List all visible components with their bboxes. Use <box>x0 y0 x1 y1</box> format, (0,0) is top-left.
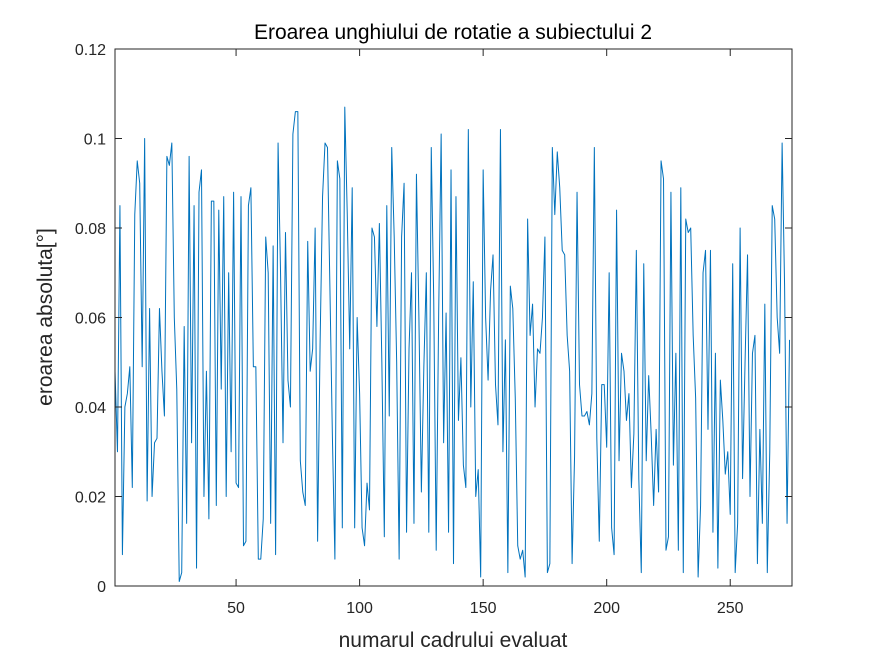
y-tick-label: 0.06 <box>75 311 106 328</box>
y-tick-label: 0.1 <box>84 132 106 149</box>
x-axis-label: numarul cadrului evaluat <box>339 629 568 652</box>
y-tick-label: 0.12 <box>75 42 106 59</box>
y-tick-label: 0.04 <box>75 400 106 417</box>
y-axis: 0 0.02 0.04 0.06 0.08 0.1 0.12 <box>75 42 792 596</box>
y-axis-label: eroarea absoluta[°] <box>34 228 57 406</box>
x-tick-label: 50 <box>227 600 245 617</box>
y-tick-label: 0 <box>97 579 106 596</box>
x-tick-label: 200 <box>593 600 620 617</box>
x-tick-label: 150 <box>470 600 497 617</box>
x-tick-label: 250 <box>717 600 744 617</box>
x-axis: 50 100 150 200 250 <box>227 49 744 617</box>
y-tick-label: 0.08 <box>75 221 106 238</box>
plot-area <box>114 106 791 583</box>
y-tick-label: 0.02 <box>75 490 106 507</box>
series-line <box>114 106 791 583</box>
x-tick-label: 100 <box>346 600 373 617</box>
chart-title: Eroarea unghiului de rotatie a subiectul… <box>254 21 652 44</box>
